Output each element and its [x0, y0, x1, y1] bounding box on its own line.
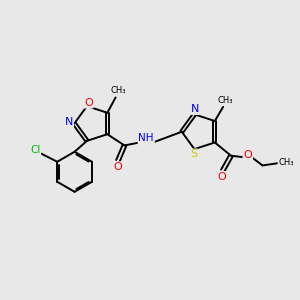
- Text: O: O: [84, 98, 93, 108]
- Text: O: O: [218, 172, 226, 182]
- Text: CH₃: CH₃: [110, 86, 126, 95]
- Text: Cl: Cl: [30, 145, 40, 155]
- Text: S: S: [190, 149, 197, 159]
- Text: NH: NH: [139, 134, 154, 143]
- Text: O: O: [113, 162, 122, 172]
- Text: CH₃: CH₃: [278, 158, 294, 167]
- Text: O: O: [243, 150, 252, 160]
- Text: N: N: [65, 117, 73, 127]
- Text: CH₃: CH₃: [218, 96, 233, 105]
- Text: N: N: [191, 104, 199, 114]
